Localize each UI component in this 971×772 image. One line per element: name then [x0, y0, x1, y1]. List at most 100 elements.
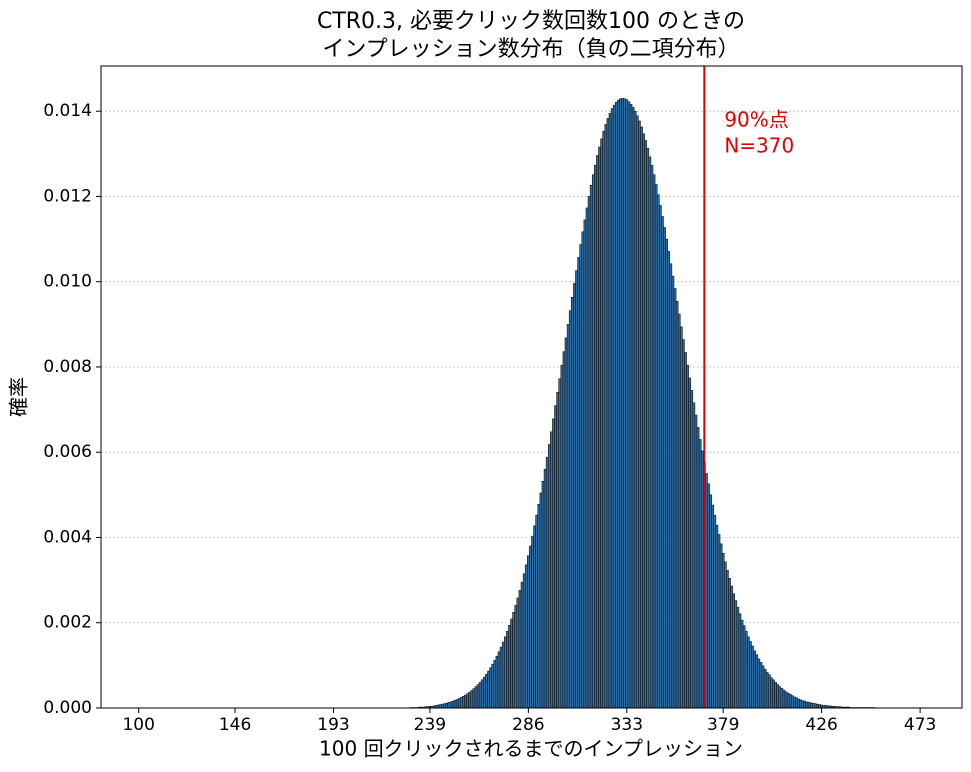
bar: [571, 297, 574, 709]
bar: [734, 600, 738, 709]
bar: [459, 697, 463, 709]
bar: [464, 694, 467, 709]
bar: [512, 612, 516, 709]
bar: [556, 391, 560, 709]
bar: [700, 450, 704, 709]
bar: [782, 689, 786, 709]
bar: [621, 98, 624, 709]
bar: [809, 702, 813, 709]
bar: [483, 676, 486, 709]
bar: [763, 668, 767, 709]
bar: [736, 607, 740, 709]
y-tick-label: 0.010: [43, 272, 92, 292]
bar: [642, 133, 645, 709]
bar: [711, 504, 715, 709]
bar: [694, 414, 698, 709]
bar: [811, 703, 815, 709]
bar: [566, 324, 570, 709]
bar: [541, 480, 545, 709]
bar: [679, 326, 683, 709]
bar: [807, 702, 811, 709]
bar: [696, 427, 700, 709]
bar: [455, 699, 459, 709]
bar: [790, 695, 794, 709]
bar: [740, 619, 744, 709]
bar: [518, 589, 522, 709]
bar: [447, 702, 451, 709]
bar: [560, 365, 564, 709]
bar: [746, 636, 750, 709]
y-tick-label: 0.008: [43, 357, 92, 377]
bar: [543, 469, 547, 709]
bar: [520, 581, 524, 709]
bar: [583, 219, 587, 709]
bar: [635, 115, 639, 709]
bar: [552, 418, 555, 709]
bar: [673, 288, 677, 709]
bar: [623, 98, 627, 709]
bar: [478, 682, 482, 709]
bar: [661, 216, 664, 709]
bar: [803, 700, 807, 709]
y-tick-label: 0.006: [43, 442, 92, 462]
bar: [640, 126, 643, 709]
bar: [491, 663, 495, 709]
bar: [753, 650, 756, 709]
x-tick-label: 239: [414, 715, 446, 735]
bar: [524, 564, 528, 709]
bar: [516, 597, 520, 709]
bar: [652, 174, 656, 709]
bar: [591, 174, 595, 709]
y-tick-label: 0.004: [43, 527, 92, 547]
bar: [596, 155, 599, 709]
bar: [795, 697, 798, 709]
bar: [485, 673, 488, 709]
bar: [625, 99, 629, 709]
bar: [568, 310, 572, 709]
bar: [468, 691, 472, 709]
bar: [656, 194, 660, 709]
bar: [677, 313, 681, 709]
bar: [669, 263, 673, 709]
bar: [692, 402, 696, 709]
bar: [818, 704, 821, 709]
bar: [658, 205, 662, 709]
bar: [575, 270, 578, 709]
bar: [514, 605, 518, 709]
bar: [476, 684, 480, 709]
bar: [558, 378, 562, 709]
x-tick-label: 426: [805, 715, 837, 735]
bar: [738, 613, 742, 709]
percentile-label: 90%点: [724, 108, 788, 132]
bar: [550, 431, 553, 709]
bar: [682, 339, 685, 709]
x-tick-label: 193: [317, 715, 349, 735]
bar: [587, 196, 591, 709]
bar: [667, 251, 671, 709]
bar: [451, 700, 455, 709]
bar: [709, 494, 712, 709]
bar: [654, 184, 658, 709]
bar: [470, 690, 474, 709]
y-tick-label: 0.012: [43, 186, 92, 206]
bar: [780, 688, 784, 709]
bar: [503, 636, 507, 709]
bar: [650, 165, 654, 709]
bar: [776, 684, 779, 709]
bar: [629, 104, 633, 709]
bar: [723, 561, 727, 709]
bar: [638, 120, 641, 709]
bar: [589, 185, 593, 709]
chart-title: インプレッション数分布（負の二項分布）: [322, 37, 739, 62]
bar: [480, 679, 484, 709]
bar: [757, 658, 761, 709]
bar: [631, 107, 635, 709]
y-axis-label: 確率: [7, 377, 31, 417]
bar: [717, 534, 721, 709]
bar: [732, 593, 736, 709]
bar: [726, 570, 729, 709]
x-tick-label: 473: [904, 715, 936, 735]
bar: [522, 573, 526, 709]
x-tick-label: 146: [219, 715, 251, 735]
